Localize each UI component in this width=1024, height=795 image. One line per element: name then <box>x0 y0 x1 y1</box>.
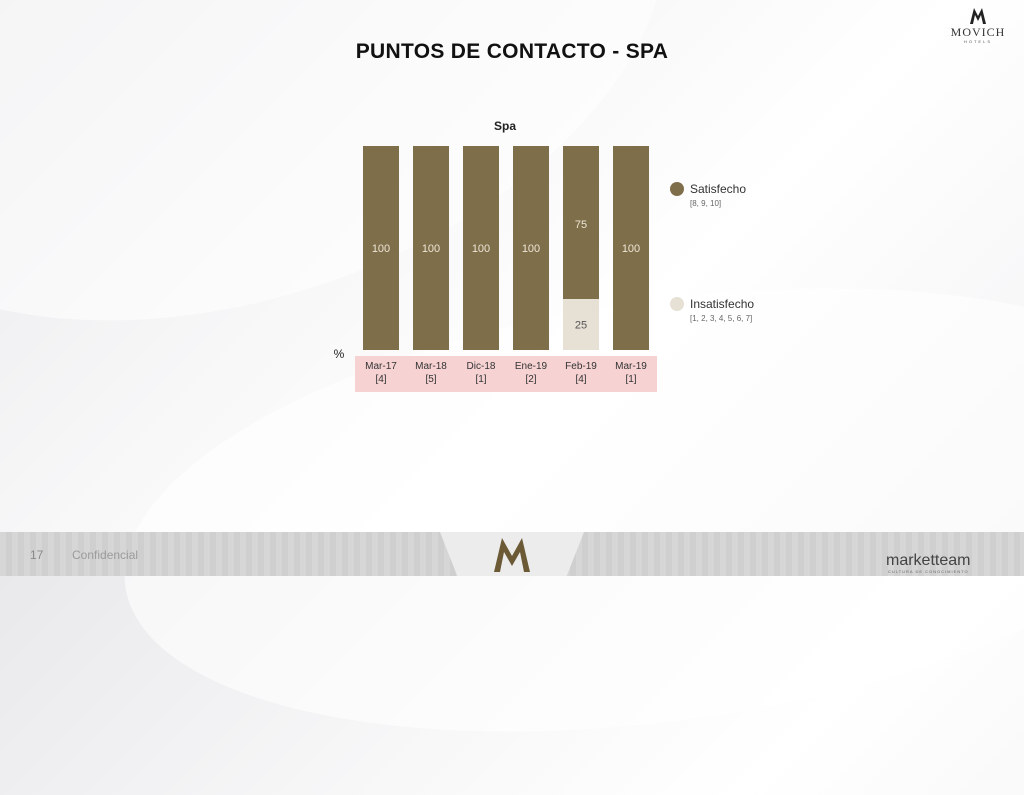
bar-segment-satisfecho <box>563 146 599 299</box>
bar-segment-satisfecho <box>413 146 449 350</box>
y-axis-label: % <box>334 347 345 361</box>
bar-segment-satisfecho <box>363 146 399 350</box>
sample-size-label: [1] <box>625 374 636 385</box>
footer-center-plate <box>440 532 584 576</box>
marketteam-tagline: CULTURA DE CONOCIMIENTO <box>888 569 969 574</box>
data-label: 100 <box>422 243 440 255</box>
data-label: 100 <box>472 243 490 255</box>
movich-footer-emblem-icon <box>494 538 530 572</box>
sample-size-label: [2] <box>525 374 536 385</box>
data-label: 100 <box>622 243 640 255</box>
bar-segment-satisfecho <box>513 146 549 350</box>
legend-swatch-insatisfecho <box>670 297 684 311</box>
data-label: 100 <box>522 243 540 255</box>
data-label: 100 <box>372 243 390 255</box>
legend-scale-note: [8, 9, 10] <box>690 199 721 208</box>
page-title: PUNTOS DE CONTACTO - SPA <box>355 40 669 63</box>
sample-size-label: [4] <box>375 374 386 385</box>
marketteam-logo: marketteam <box>886 552 971 569</box>
movich-emblem-icon <box>970 8 986 24</box>
legend-scale-note: [1, 2, 3, 4, 5, 6, 7] <box>690 314 752 323</box>
chart-title: Spa <box>494 119 516 133</box>
x-tick-label: Dic-18 <box>467 361 496 372</box>
confidential-label: Confidencial <box>72 548 139 562</box>
page-number: 17 <box>30 548 44 562</box>
sample-size-label: [5] <box>425 374 436 385</box>
bar-segment-satisfecho <box>613 146 649 350</box>
x-tick-label: Ene-19 <box>515 361 548 372</box>
x-tick-label: Mar-18 <box>415 361 447 372</box>
category-band <box>355 356 657 392</box>
brand-sub: HOTELS <box>963 39 992 44</box>
brand-name: MOVICH <box>950 25 1006 39</box>
legend-label: Insatisfecho <box>690 297 754 311</box>
x-tick-label: Mar-19 <box>615 361 647 372</box>
sample-size-label: [1] <box>475 374 486 385</box>
sample-size-label: [4] <box>575 374 586 385</box>
bar-segment-insatisfecho <box>563 299 599 350</box>
data-label: 25 <box>575 320 587 332</box>
bar-segment-satisfecho <box>463 146 499 350</box>
legend-swatch-satisfecho <box>670 182 684 196</box>
stacked-bar-chart: Spa% 100 Mar-17 [4] 100 Mar-18 [5] 100 Dic-18 [1]… <box>334 119 754 392</box>
x-tick-label: Feb-19 <box>565 361 597 372</box>
x-tick-label: Mar-17 <box>365 361 397 372</box>
movich-logo: MOVICH HOTELS <box>938 6 1018 44</box>
data-label: 75 <box>575 219 587 231</box>
legend-label: Satisfecho <box>690 182 746 196</box>
